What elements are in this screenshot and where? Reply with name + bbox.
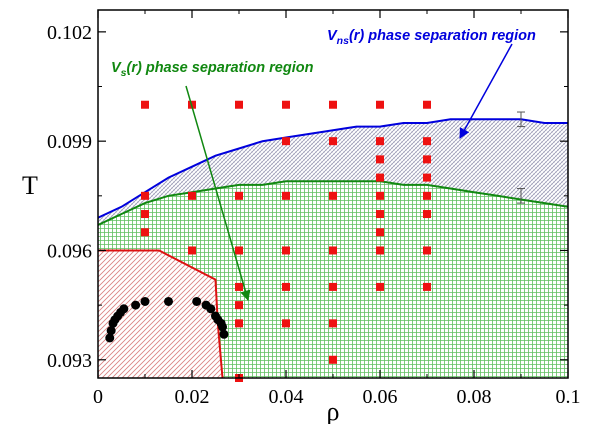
square-marker [282,137,290,145]
square-marker [141,210,149,218]
square-marker [141,192,149,200]
square-marker [329,246,337,254]
square-marker [282,319,290,327]
circle-marker [141,297,150,306]
square-marker [376,137,384,145]
y-tick-label: 0.099 [47,131,92,153]
square-marker [329,319,337,327]
circle-marker [219,330,228,339]
square-marker [423,246,431,254]
circle-marker [164,297,173,306]
square-marker [423,101,431,109]
square-marker [329,356,337,364]
square-marker [235,283,243,291]
square-marker [188,246,196,254]
x-tick-label: 0.02 [175,386,210,408]
y-tick-label: 0.096 [47,240,92,262]
square-marker [235,301,243,309]
square-marker [282,192,290,200]
x-tick-label: 0.08 [457,386,492,408]
square-marker [235,319,243,327]
x-axis-title: ρ [327,397,340,424]
square-marker [423,192,431,200]
x-tick-label: 0 [93,386,103,408]
square-marker [329,101,337,109]
square-marker [329,137,337,145]
square-marker [282,101,290,109]
square-marker [376,246,384,254]
square-marker [423,155,431,163]
y-axis-title: T [22,171,38,200]
square-marker [376,101,384,109]
square-marker [376,283,384,291]
square-marker [141,101,149,109]
square-marker [329,192,337,200]
square-marker [423,174,431,182]
square-marker [376,192,384,200]
square-marker [141,228,149,236]
y-tick-label: 0.093 [47,350,92,372]
square-marker [423,137,431,145]
vs-annotation-label: Vs(r) phase separation region [111,60,314,79]
square-marker [235,101,243,109]
square-marker [376,210,384,218]
square-marker [376,228,384,236]
square-marker [376,155,384,163]
square-marker [188,192,196,200]
x-tick-label: 0.06 [363,386,398,408]
x-tick-label: 0.1 [556,386,581,408]
square-marker [282,246,290,254]
square-marker [423,283,431,291]
square-marker [282,283,290,291]
y-tick-label: 0.102 [47,22,92,44]
square-marker [376,174,384,182]
x-tick-label: 0.04 [269,386,304,408]
square-marker [235,192,243,200]
square-marker [329,283,337,291]
circle-marker [192,297,201,306]
circle-marker [131,301,140,310]
square-marker [235,246,243,254]
square-marker [423,210,431,218]
circle-marker [119,304,128,313]
vns-annotation-label: Vns(r) phase separation region [327,28,536,47]
